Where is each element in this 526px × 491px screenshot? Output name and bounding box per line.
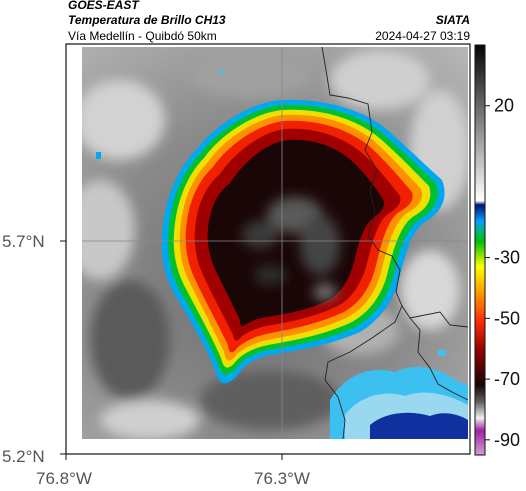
boundary-line — [324, 305, 403, 439]
colorbar-tick-label: -50 — [494, 308, 520, 328]
satellite-name: GOES-EAST — [68, 0, 139, 12]
lon-tick-label: 76.8°W — [36, 469, 92, 488]
cold-cloud-patch-core — [370, 412, 468, 439]
colorbar-tick-label: 20 — [494, 96, 514, 116]
datetime-label: 2024-04-27 03:19 — [375, 29, 470, 43]
colorbar-scale — [474, 44, 486, 456]
boundary-line — [321, 47, 468, 328]
colorbar-tick-label: -70 — [494, 369, 520, 389]
colorbar-tick-label: -30 — [494, 248, 520, 268]
cold-pixel — [219, 70, 223, 74]
storm-core-texture — [242, 197, 340, 300]
colorbar-tick-label: -90 — [494, 430, 520, 450]
region-subtitle: Vía Medellín - Quibdó 50km — [68, 29, 217, 43]
lon-tick-label: 76.3°W — [254, 469, 310, 488]
lat-tick-label: 5.2°N — [2, 447, 45, 466]
agency-label: SIATA — [435, 13, 470, 27]
cold-pixel — [96, 152, 101, 159]
lat-tick-label: 5.7°N — [2, 232, 45, 251]
cloud-texture — [82, 50, 468, 439]
colorbar: 20 -30 -50 -70 -90 — [474, 44, 520, 456]
cold-pixel — [438, 350, 446, 356]
map-imagery — [82, 47, 468, 439]
boundary-line — [409, 317, 468, 401]
product-title: Temperatura de Brillo CH13 — [68, 13, 226, 27]
